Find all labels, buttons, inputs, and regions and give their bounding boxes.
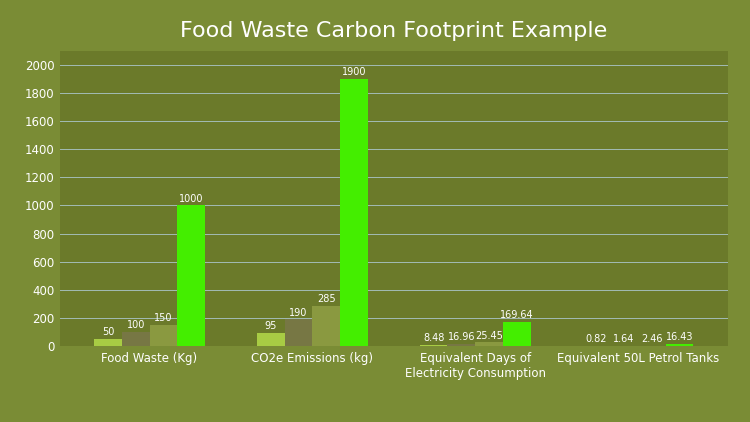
Bar [340, 79, 368, 346]
Text: 100: 100 [127, 320, 145, 330]
Bar [448, 344, 476, 346]
Text: 25.45: 25.45 [475, 331, 503, 341]
Text: 8.48: 8.48 [423, 333, 444, 343]
Text: 150: 150 [154, 313, 172, 323]
Text: 16.43: 16.43 [666, 332, 693, 342]
Text: 1900: 1900 [341, 67, 366, 77]
Text: 1.64: 1.64 [614, 334, 634, 344]
Text: 285: 285 [316, 294, 335, 304]
Bar [285, 319, 312, 346]
Bar [420, 345, 448, 346]
Bar [149, 325, 177, 346]
Bar [666, 344, 693, 346]
Text: 50: 50 [102, 327, 114, 337]
Text: 169.64: 169.64 [500, 311, 533, 320]
Bar [312, 306, 340, 346]
Text: 95: 95 [265, 321, 277, 331]
Text: 2.46: 2.46 [641, 334, 662, 344]
Bar [177, 206, 205, 346]
Text: 1000: 1000 [178, 194, 203, 204]
Bar [503, 322, 530, 346]
Bar [257, 333, 285, 346]
Bar [476, 343, 502, 346]
Title: Food Waste Carbon Footprint Example: Food Waste Carbon Footprint Example [180, 21, 608, 41]
Text: 0.82: 0.82 [586, 334, 608, 344]
Text: 190: 190 [290, 308, 308, 318]
Bar [122, 332, 149, 346]
Text: 16.96: 16.96 [448, 332, 475, 342]
Bar [94, 339, 122, 346]
